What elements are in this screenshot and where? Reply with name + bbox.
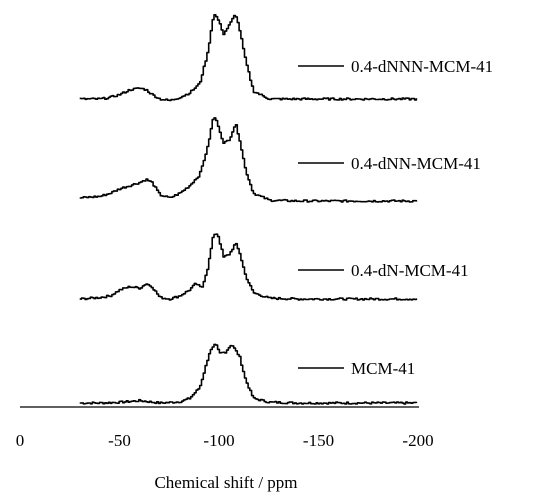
trace-0.4-dnnn-mcm-41 xyxy=(79,14,418,102)
trace-mcm-41 xyxy=(79,343,418,405)
legend-label-0.4-dn-mcm-41: 0.4-dN-MCM-41 xyxy=(351,261,469,280)
trace-group xyxy=(79,14,418,405)
x-tick-label: -150 xyxy=(303,431,334,450)
legend-label-0.4-dnnn-mcm-41: 0.4-dNNN-MCM-41 xyxy=(351,57,493,76)
trace-0.4-dnn-mcm-41 xyxy=(79,117,418,203)
x-tick-label: 0 xyxy=(16,431,25,450)
x-tick-label: -200 xyxy=(402,431,433,450)
trace-0.4-dn-mcm-41 xyxy=(79,233,418,301)
x-axis-title: Chemical shift / ppm xyxy=(154,473,297,492)
x-tick-labels: 0 -50 -100 -150 -200 xyxy=(16,431,434,450)
x-tick-label: -50 xyxy=(108,431,131,450)
legend-label-mcm-41: MCM-41 xyxy=(351,359,415,378)
x-tick-label: -100 xyxy=(203,431,234,450)
legend-label-0.4-dnn-mcm-41: 0.4-dNN-MCM-41 xyxy=(351,154,481,173)
legend: MCM-41 0.4-dN-MCM-41 0.4-dNN-MCM-41 0.4-dNN… xyxy=(298,57,493,378)
